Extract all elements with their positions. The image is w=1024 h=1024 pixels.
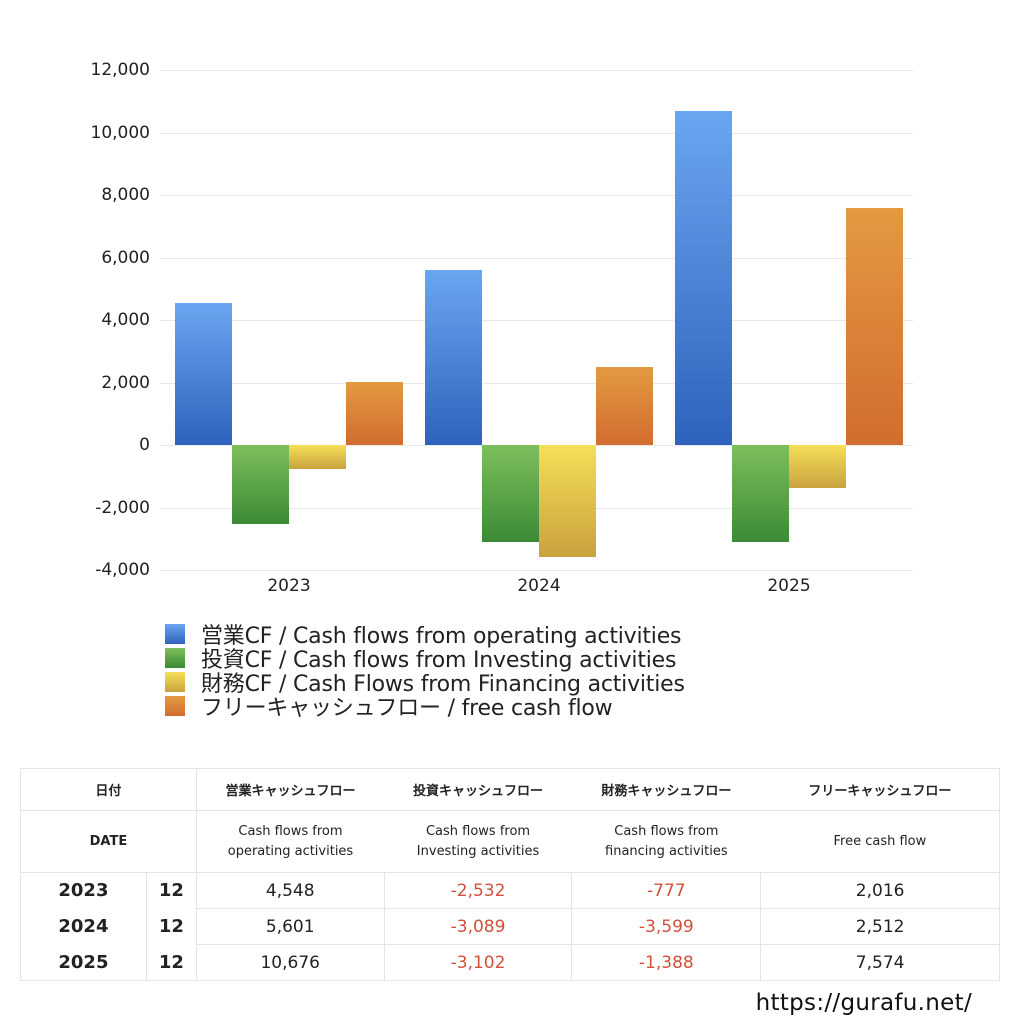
cell-financing: -3,599 xyxy=(571,908,762,945)
cell-free: 2,016 xyxy=(760,872,1000,909)
cell-year: 2023 xyxy=(20,872,147,909)
header-free-jp: フリーキャッシュフロー xyxy=(760,768,1000,811)
bar-operating xyxy=(425,269,482,445)
header-financing-en: Cash flows from financing activities xyxy=(571,810,761,873)
cell-month: 12 xyxy=(145,908,197,945)
cell-free: 2,512 xyxy=(760,908,1000,945)
legend-label: フリーキャッシュフロー / free cash flow xyxy=(201,696,613,721)
bar-financing xyxy=(539,445,596,558)
legend-label: 投資CF / Cash flows from Investing activit… xyxy=(201,648,677,673)
chart-legend: 営業CF / Cash flows from operating activit… xyxy=(165,622,685,721)
y-tick-label: -4,000 xyxy=(95,560,150,580)
cell-investing: -2,532 xyxy=(383,872,573,909)
legend-item-free: フリーキャッシュフロー / free cash flow xyxy=(165,694,685,721)
cell-investing: -3,089 xyxy=(383,908,573,945)
bar-operating xyxy=(175,302,232,445)
gridline xyxy=(160,70,913,71)
cell-operating: 5,601 xyxy=(195,908,385,945)
header-financing-jp: 財務キャッシュフロー xyxy=(571,768,761,811)
cell-financing: -777 xyxy=(571,872,762,909)
header-investing-en: Cash flows from Investing activities xyxy=(384,810,572,873)
legend-swatch-financing xyxy=(165,672,185,692)
gridline xyxy=(160,195,913,196)
cash-flow-table: 日付 営業キャッシュフロー 投資キャッシュフロー 財務キャッシュフロー フリーキ… xyxy=(20,768,1000,981)
header-free-en: Free cash flow xyxy=(760,810,1000,873)
legend-label: 財務CF / Cash Flows from Financing activit… xyxy=(201,672,685,697)
gridline xyxy=(160,132,913,134)
legend-swatch-free xyxy=(165,696,185,716)
x-tick-label: 2025 xyxy=(767,576,811,596)
gridline xyxy=(160,382,913,384)
header-line: Cash flows from xyxy=(425,823,531,839)
bar-financing xyxy=(289,445,346,470)
header-line: Cash flows from xyxy=(238,823,343,839)
header-date-jp: 日付 xyxy=(20,768,197,811)
y-tick-label: 6,000 xyxy=(101,247,150,268)
header-date-en: DATE xyxy=(20,810,197,873)
bar-free xyxy=(596,366,653,445)
cell-month: 12 xyxy=(145,872,197,909)
y-tick-label: -2,000 xyxy=(95,497,150,518)
x-tick-label: 2023 xyxy=(267,576,311,596)
cell-month: 12 xyxy=(145,944,197,981)
bar-free xyxy=(846,208,903,445)
cell-operating: 10,676 xyxy=(195,944,385,981)
y-tick-label: 12,000 xyxy=(90,60,150,80)
y-tick-label: 0 xyxy=(139,435,150,455)
header-operating-jp: 営業キャッシュフロー xyxy=(195,768,385,811)
table-row: 2023 12 4,548 -2,532 -777 2,016 xyxy=(20,872,1000,909)
legend-item-operating: 営業CF / Cash flows from operating activit… xyxy=(165,622,685,649)
header-investing-jp: 投資キャッシュフロー xyxy=(384,768,572,811)
header-operating-en: Cash flows from operating activities xyxy=(195,810,385,873)
header-line: Cash flows from xyxy=(614,823,719,839)
bar-investing xyxy=(732,445,789,542)
table-header-jp: 日付 営業キャッシュフロー 投資キャッシュフロー 財務キャッシュフロー フリーキ… xyxy=(20,768,1000,811)
header-line: financing activities xyxy=(605,843,728,859)
bar-operating xyxy=(675,111,732,445)
header-line: operating activities xyxy=(227,843,354,859)
cell-free: 7,574 xyxy=(760,944,1000,981)
y-tick-label: 10,000 xyxy=(90,122,150,143)
cell-operating: 4,548 xyxy=(195,872,385,909)
cell-investing: -3,102 xyxy=(383,944,573,981)
bar-investing xyxy=(482,445,539,542)
y-tick-label: 2,000 xyxy=(101,372,150,393)
gridline xyxy=(160,257,913,259)
table-row: 2025 12 10,676 -3,102 -1,388 7,574 xyxy=(20,944,1000,981)
cash-flow-bar-chart: 12,000 10,000 8,000 6,000 4,000 2,000 0 -2,000 -… xyxy=(90,60,913,596)
legend-swatch-investing xyxy=(165,648,185,668)
table-header-en: DATE Cash flows from operating activities… xyxy=(20,810,1000,873)
legend-label: 営業CF / Cash flows from operating activit… xyxy=(201,624,682,649)
bar-financing xyxy=(789,445,846,489)
cell-year: 2024 xyxy=(20,908,147,945)
legend-item-financing: 財務CF / Cash Flows from Financing activit… xyxy=(165,670,685,697)
site-url: https://gurafu.net/ xyxy=(755,990,972,1016)
y-tick-label: 4,000 xyxy=(101,310,150,330)
x-tick-label: 2024 xyxy=(517,576,561,596)
legend-item-investing: 投資CF / Cash flows from Investing activit… xyxy=(165,646,685,673)
cell-financing: -1,388 xyxy=(571,944,762,981)
gridline xyxy=(160,320,913,321)
header-line: Investing activities xyxy=(416,843,540,859)
legend-swatch-operating xyxy=(165,624,185,644)
cell-year: 2025 xyxy=(20,944,147,981)
y-tick-label: 8,000 xyxy=(101,185,150,205)
bar-free xyxy=(346,382,403,445)
table-row: 2024 12 5,601 -3,089 -3,599 2,512 xyxy=(20,908,1000,945)
bar-investing xyxy=(232,445,289,525)
gridline xyxy=(160,570,913,571)
